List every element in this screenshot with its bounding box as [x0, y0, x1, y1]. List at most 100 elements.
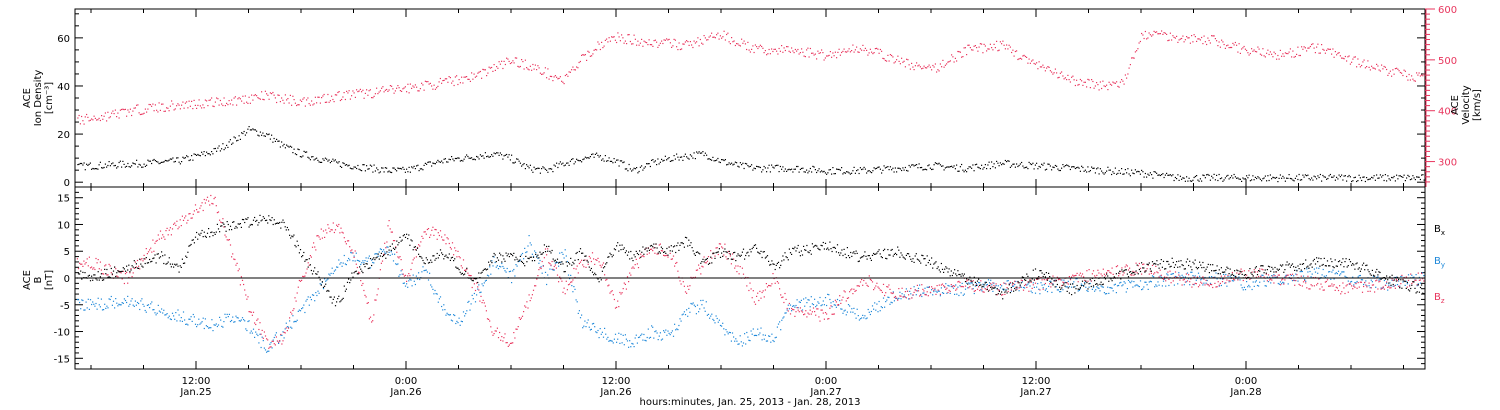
velocity-point: [747, 41, 749, 43]
by-point: [892, 291, 894, 293]
density-point: [216, 150, 218, 152]
bz-point: [656, 253, 658, 255]
bz-point: [1396, 280, 1399, 282]
density-point: [482, 155, 484, 157]
density-point: [813, 166, 815, 168]
density-point: [1309, 179, 1311, 181]
velocity-point: [979, 43, 981, 45]
by-point: [1098, 287, 1100, 289]
bz-point: [1166, 276, 1168, 278]
density-point: [149, 160, 151, 162]
density-point: [567, 162, 569, 164]
velocity-point: [272, 91, 274, 94]
density-point: [1314, 176, 1316, 178]
by-point: [793, 305, 795, 307]
density-point: [864, 168, 866, 170]
bz-point: [897, 299, 899, 301]
by-point: [1243, 286, 1245, 288]
by-point: [450, 319, 452, 321]
velocity-point: [1376, 63, 1378, 65]
density-point: [132, 162, 134, 164]
bz-point: [1319, 288, 1321, 290]
velocity-point: [512, 60, 514, 62]
bz-point: [93, 267, 95, 269]
bz-point: [514, 337, 516, 339]
velocity-point: [1111, 84, 1113, 86]
density-point: [1047, 163, 1049, 165]
bz-point: [1131, 274, 1133, 276]
velocity-point: [1413, 80, 1415, 82]
bz-point: [842, 296, 844, 298]
bz-point: [811, 311, 813, 313]
velocity-point: [1293, 56, 1295, 58]
bz-point: [1311, 285, 1313, 287]
velocity-point: [171, 100, 173, 102]
density-point: [1293, 180, 1295, 182]
density-point: [1097, 167, 1099, 169]
by-point: [1141, 289, 1143, 291]
by-point: [1026, 284, 1028, 286]
velocity-point: [917, 65, 919, 67]
velocity-point: [1348, 55, 1350, 57]
by-point: [835, 306, 837, 308]
density-point: [586, 157, 588, 159]
velocity-point: [1317, 43, 1319, 45]
density-point: [1186, 176, 1188, 178]
by-point: [457, 322, 459, 324]
bz-point: [959, 281, 961, 284]
by-point: [513, 268, 515, 271]
density-point: [1148, 174, 1150, 176]
by-point: [913, 286, 915, 288]
velocity-point: [932, 64, 934, 67]
bz-point: [246, 298, 248, 300]
density-point: [548, 168, 550, 170]
by-point: [488, 275, 490, 277]
density-point: [558, 163, 560, 165]
density-point: [1202, 174, 1204, 176]
bz-point: [1194, 282, 1196, 284]
velocity-point: [662, 42, 664, 45]
bz-point: [508, 344, 510, 346]
bz-point: [750, 288, 752, 290]
by-point: [680, 320, 682, 322]
by-point: [332, 272, 334, 275]
by-point: [327, 278, 329, 280]
by-point: [1042, 287, 1044, 289]
density-point: [289, 145, 291, 147]
bz-point: [167, 234, 169, 236]
density-point: [1147, 173, 1149, 175]
by-point: [84, 309, 86, 311]
velocity-point: [269, 92, 271, 94]
velocity-point: [1073, 79, 1075, 81]
by-point: [794, 306, 796, 308]
velocity-point: [858, 51, 860, 53]
velocity-point: [521, 59, 523, 61]
velocity-point: [246, 101, 248, 103]
bz-point: [1011, 284, 1014, 286]
bz-point: [653, 247, 655, 249]
bz-point: [453, 254, 455, 256]
density-point: [559, 161, 561, 163]
bz-point: [259, 322, 261, 324]
density-point: [872, 170, 874, 172]
bz-point: [190, 217, 192, 219]
density-point: [387, 171, 389, 173]
bz-point: [263, 331, 265, 333]
velocity-point: [411, 87, 413, 89]
bz-point: [1095, 276, 1097, 278]
density-point: [1173, 179, 1175, 182]
velocity-point: [754, 44, 756, 46]
velocity-point: [352, 90, 354, 92]
bz-point: [192, 213, 194, 215]
density-point: [468, 157, 470, 159]
by-point: [1190, 271, 1192, 273]
bz-point: [479, 300, 481, 302]
velocity-point: [206, 100, 208, 102]
density-point: [948, 166, 950, 168]
velocity-point: [328, 101, 330, 103]
density-point: [827, 172, 829, 174]
bz-point: [344, 241, 346, 243]
bz-point: [1286, 274, 1288, 276]
bz-point: [1006, 287, 1008, 289]
bx-point: [182, 262, 185, 264]
